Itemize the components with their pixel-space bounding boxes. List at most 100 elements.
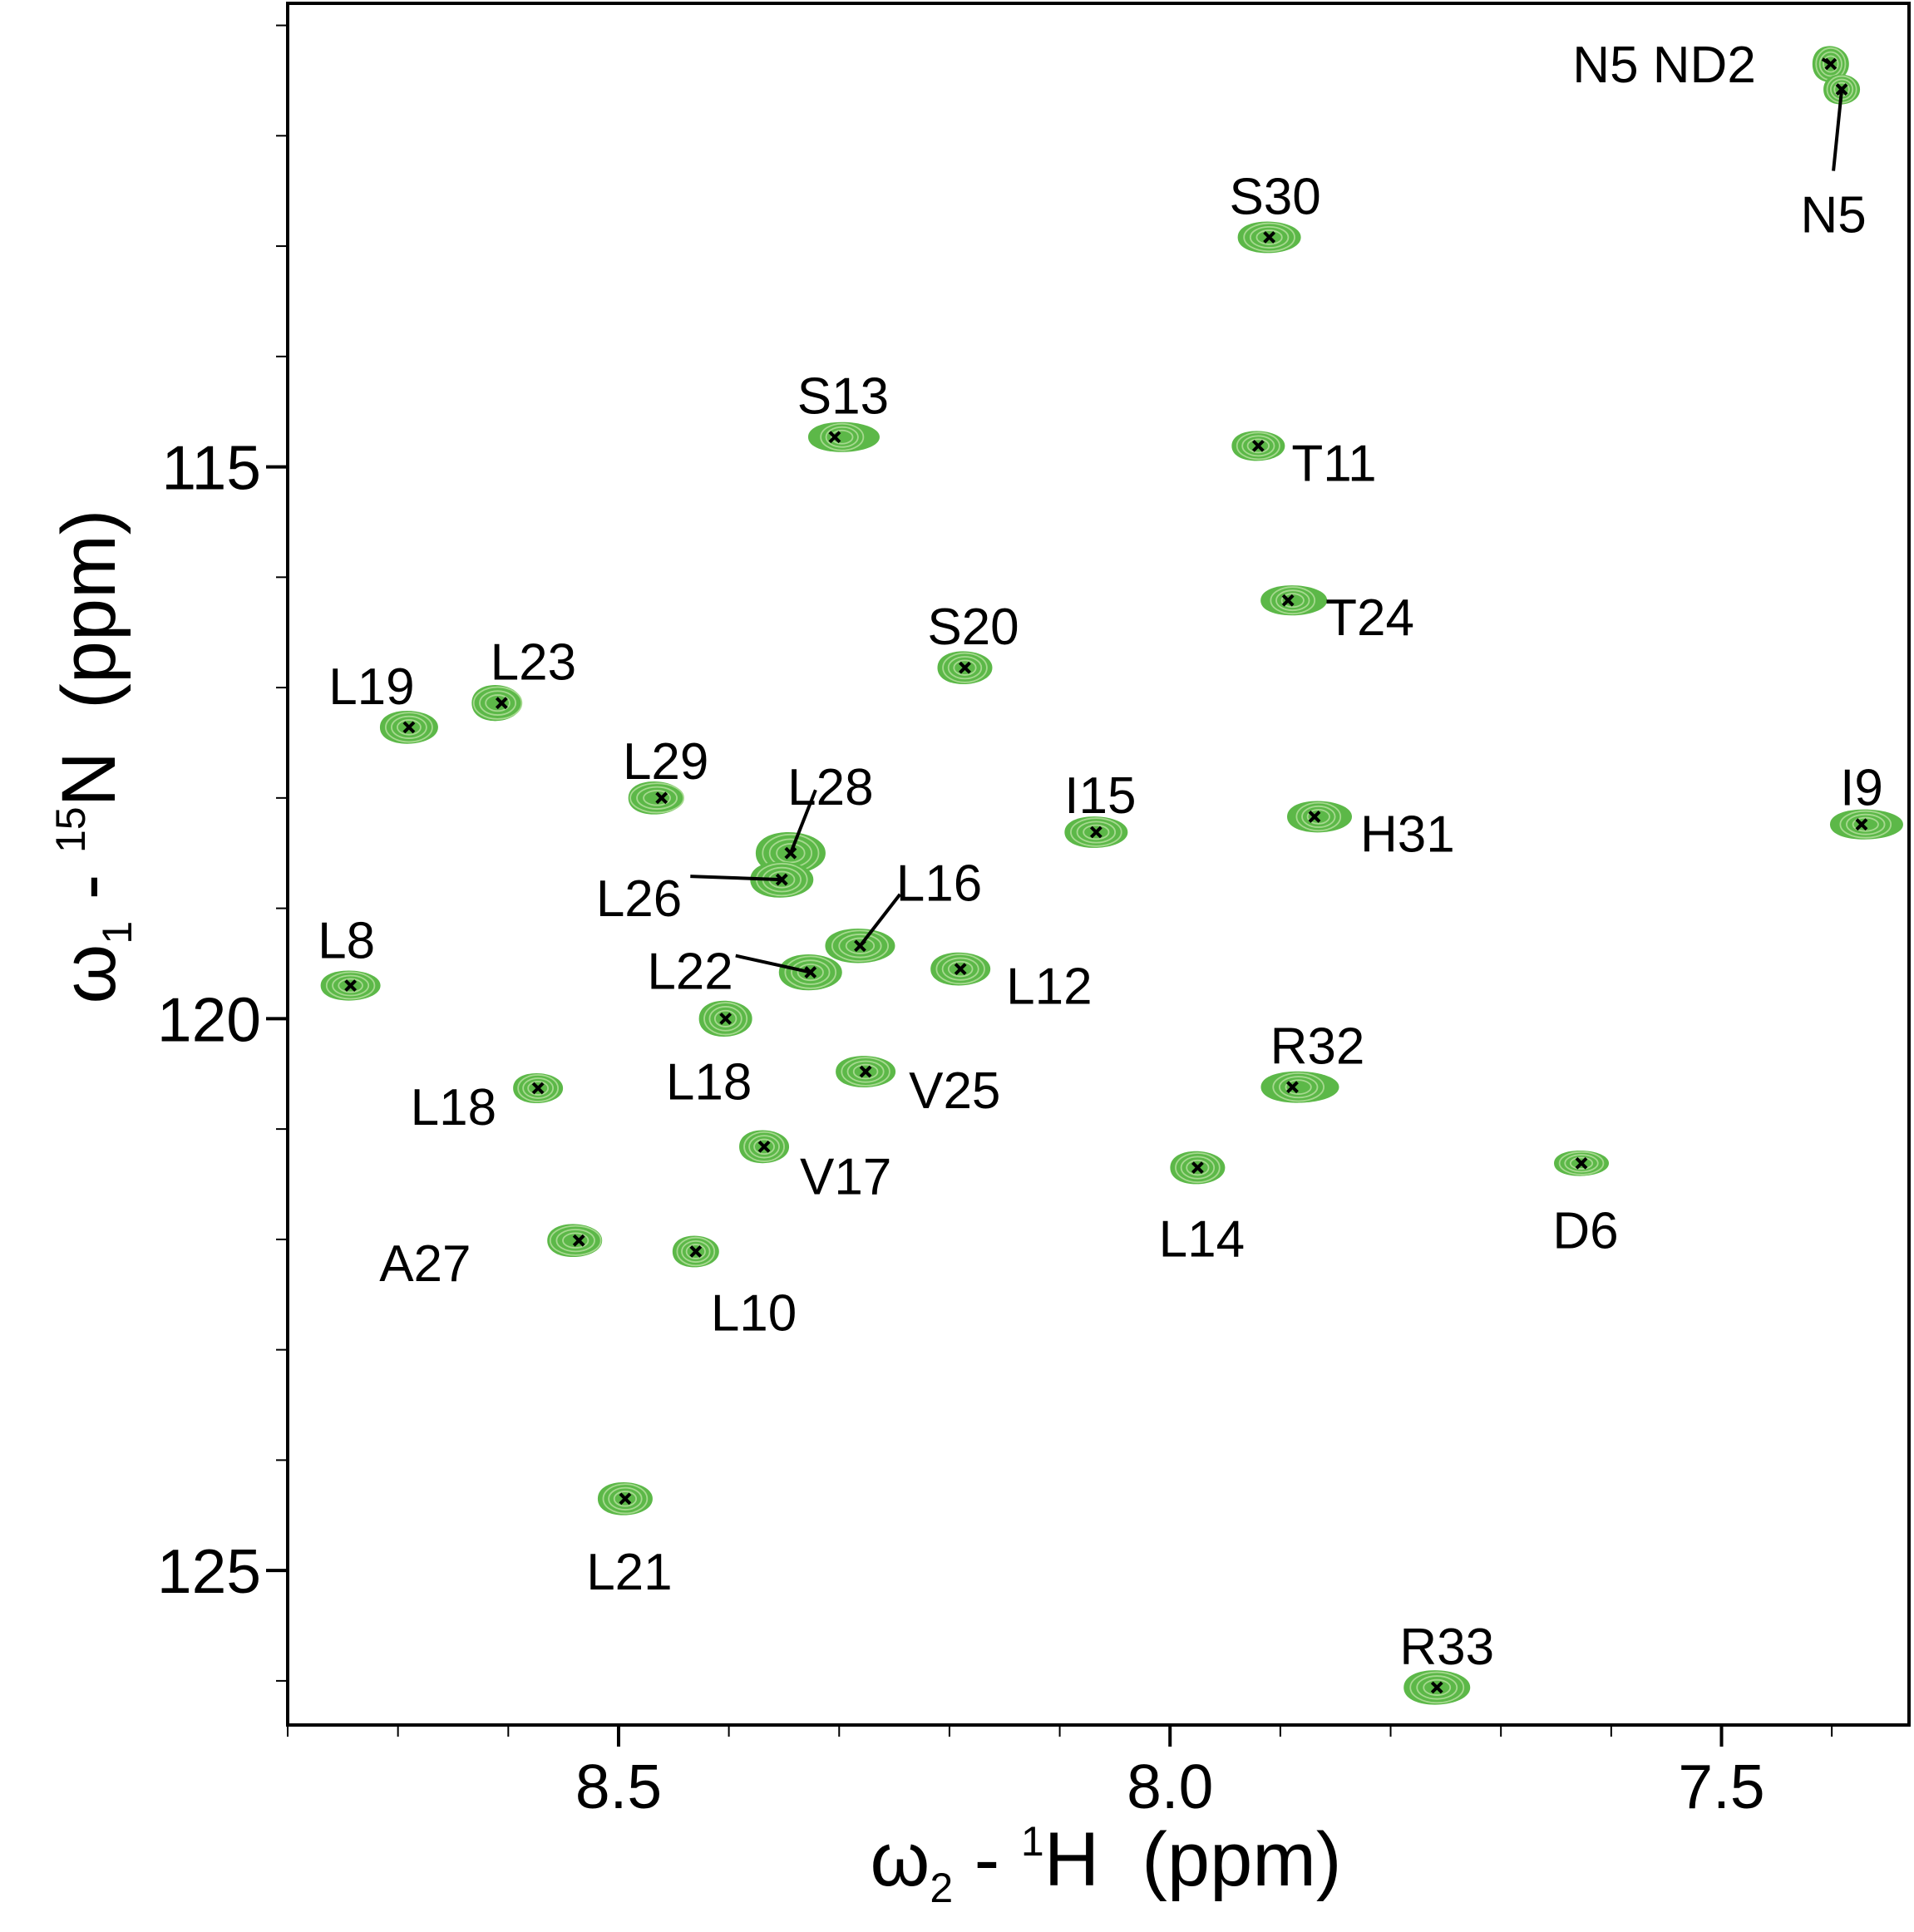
peak-marker xyxy=(344,979,358,992)
peak-label: N5 ND2 xyxy=(1572,37,1756,94)
contour-level xyxy=(1846,813,1886,835)
peak-label: L18 xyxy=(411,1079,496,1136)
plot-frame xyxy=(286,2,1911,1727)
contour-level xyxy=(555,1229,595,1253)
peak-marker xyxy=(1263,231,1276,244)
peak-marker xyxy=(1286,1081,1299,1094)
contour-level xyxy=(549,1225,602,1256)
peak-label: L22 xyxy=(647,944,733,1001)
peak-marker xyxy=(1855,818,1868,831)
contour-level xyxy=(522,1077,555,1099)
peak-marker xyxy=(719,1012,733,1025)
contour-level xyxy=(1255,229,1283,245)
label-leader-line xyxy=(789,789,817,854)
peak-label: L14 xyxy=(1159,1211,1245,1269)
contour-level xyxy=(845,937,876,954)
contour-level xyxy=(643,790,671,806)
contour-level xyxy=(1070,817,1122,847)
contour-level xyxy=(1186,1159,1210,1176)
contour-body xyxy=(1829,809,1903,840)
peak-marker xyxy=(828,431,841,444)
contour-level xyxy=(838,934,882,959)
y-axis-title-prefix: ω xyxy=(47,944,131,1004)
contour-level xyxy=(636,786,678,810)
contour-level xyxy=(1236,431,1280,461)
contour-level xyxy=(608,1486,643,1511)
peak-marker xyxy=(402,721,416,734)
y-axis-title-nucleus: N xyxy=(47,752,131,806)
peak-marker xyxy=(689,1245,703,1258)
peak-contour xyxy=(547,1224,603,1258)
peak-label: L12 xyxy=(1006,959,1092,1016)
peak-marker xyxy=(854,939,866,953)
peak-marker xyxy=(1575,1156,1588,1170)
contour-level xyxy=(1416,1675,1458,1700)
contour-level xyxy=(1180,1156,1216,1180)
peak-contour xyxy=(1287,801,1352,833)
peak-label: L26 xyxy=(596,870,682,928)
contour-level xyxy=(562,1232,589,1249)
x-axis-title-superscript: 1 xyxy=(1021,1818,1044,1865)
contour-level xyxy=(1564,1154,1599,1173)
contour-level xyxy=(820,422,865,451)
contour-level xyxy=(602,1483,649,1515)
contour-level xyxy=(676,1236,716,1267)
contour-level xyxy=(397,719,422,736)
contour-level xyxy=(332,974,370,997)
peak-marker xyxy=(959,661,971,674)
label-leader-line xyxy=(735,954,811,974)
contour-level xyxy=(1285,1079,1312,1095)
contour-level xyxy=(1295,801,1342,832)
peak-label: N5 xyxy=(1800,187,1866,244)
contour-level xyxy=(1083,824,1110,840)
contour-level xyxy=(942,652,988,683)
contour-level xyxy=(748,1135,780,1159)
peak-marker xyxy=(655,791,668,805)
peak-contour xyxy=(1260,1071,1339,1103)
contour-level xyxy=(852,1063,879,1080)
contour-level xyxy=(1558,1151,1605,1175)
contour-level xyxy=(841,1057,890,1087)
peak-marker xyxy=(784,846,797,860)
peak-marker xyxy=(495,697,508,710)
peak-contour xyxy=(471,685,523,722)
contour-level xyxy=(831,929,889,963)
contour-level xyxy=(831,429,854,445)
x-axis-title-prefix: ω xyxy=(870,1817,930,1902)
contour-level xyxy=(1076,821,1117,844)
peak-label: D6 xyxy=(1552,1202,1618,1259)
contour-level xyxy=(517,1074,560,1102)
label-leader-line xyxy=(858,893,902,947)
peak-label: L29 xyxy=(623,733,708,791)
peak-marker xyxy=(1089,826,1103,839)
y-axis-title-subscript: 1 xyxy=(94,921,141,944)
x-axis-title-nucleus: H xyxy=(1044,1817,1099,1902)
x-axis-title-separator: - xyxy=(953,1817,1021,1902)
peak-contour xyxy=(1829,809,1903,840)
contour-level xyxy=(1839,810,1892,839)
contour-level xyxy=(1241,435,1275,457)
contour-level xyxy=(743,1131,785,1162)
peak-label: L19 xyxy=(328,658,414,716)
contour-level xyxy=(1246,438,1270,454)
contour-level xyxy=(846,1060,885,1083)
peak-label: L16 xyxy=(896,855,982,913)
peak-marker xyxy=(1308,811,1321,823)
contour-level xyxy=(791,959,831,985)
contour-level xyxy=(338,978,363,993)
y-tick-label: 125 xyxy=(157,1536,261,1606)
contour-level xyxy=(941,957,979,981)
peak-marker xyxy=(954,963,967,976)
peak-label: L28 xyxy=(787,759,873,816)
contour-level xyxy=(685,1244,706,1259)
peak-label: S20 xyxy=(927,599,1019,656)
contour-level xyxy=(708,1006,742,1032)
contour-level xyxy=(485,694,511,712)
contour-level xyxy=(1569,1156,1594,1170)
peak-label: R33 xyxy=(1399,1619,1494,1676)
x-tick-label: 7.5 xyxy=(1678,1752,1764,1821)
contour-level xyxy=(1301,805,1336,828)
peak-marker xyxy=(531,1082,545,1095)
peak-contour xyxy=(1260,585,1328,616)
contour-level xyxy=(613,1491,638,1507)
